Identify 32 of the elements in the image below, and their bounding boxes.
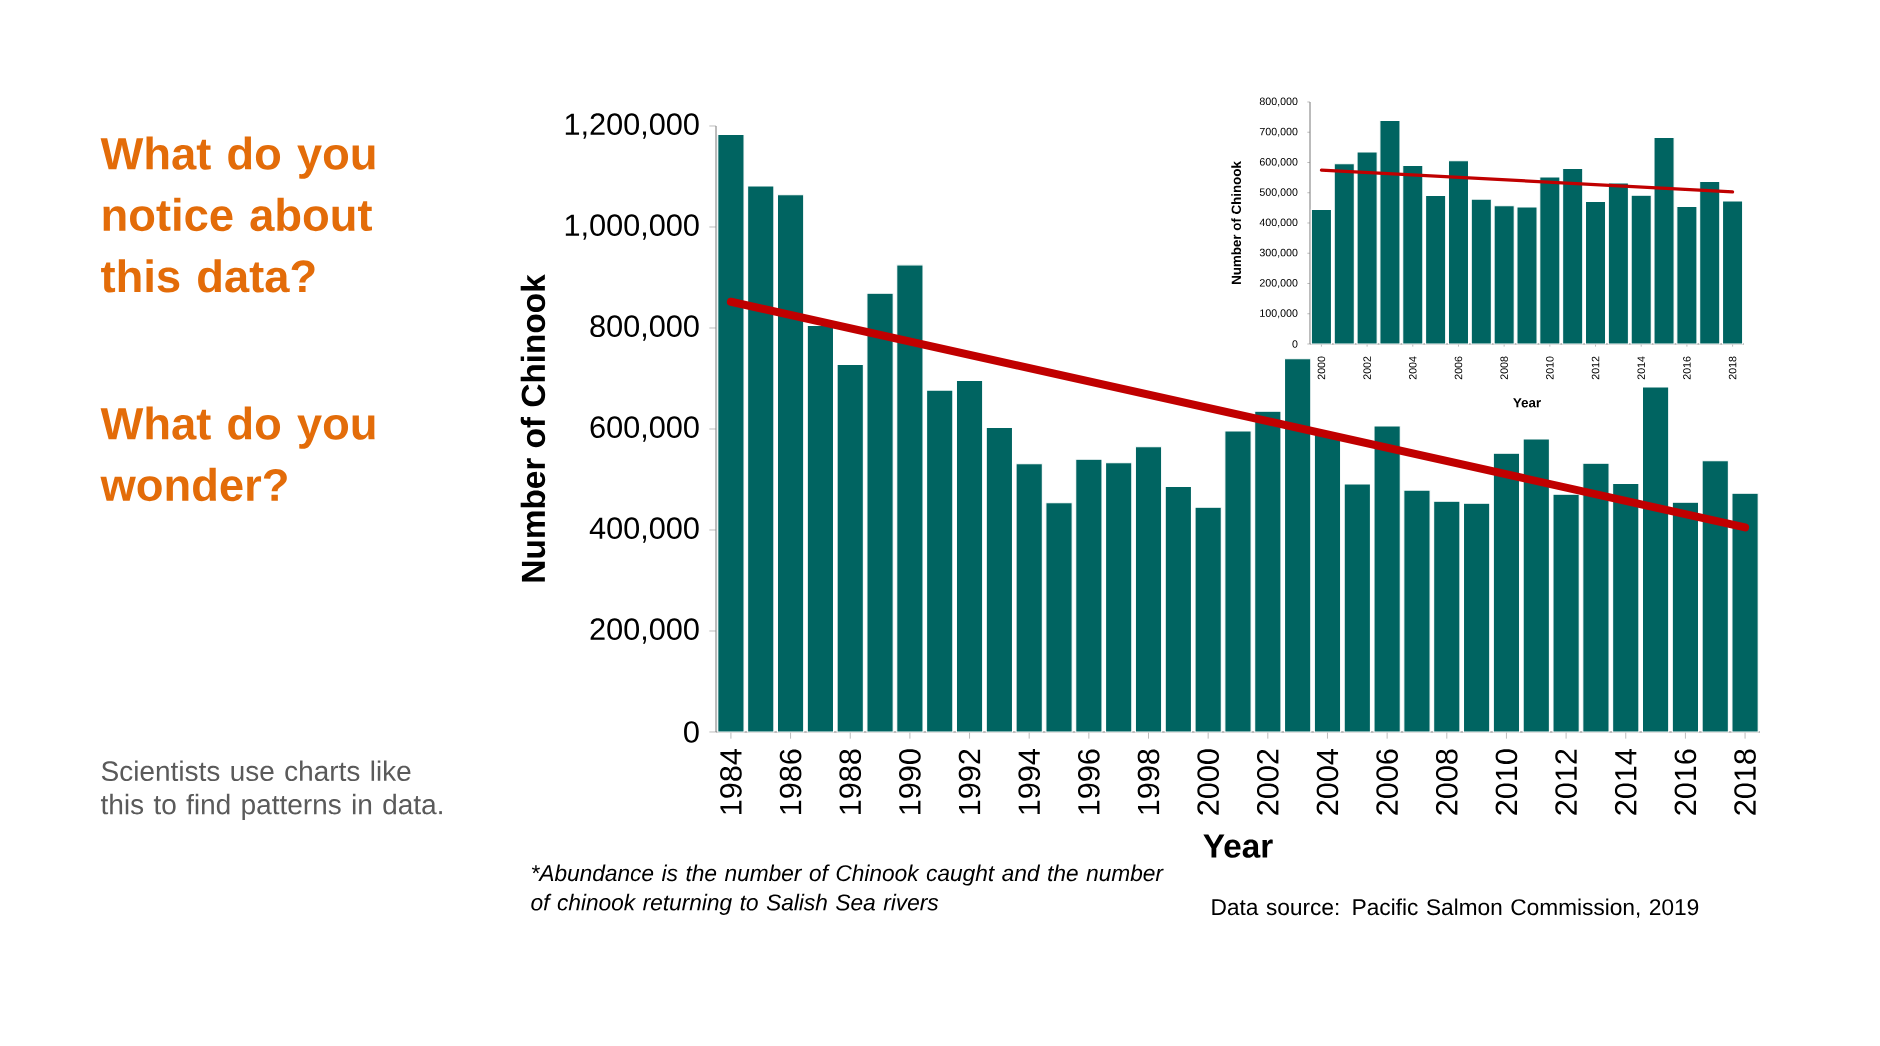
- x-tick-label: 2006: [1376, 749, 1398, 815]
- x-tick-label: 1998: [1137, 749, 1160, 814]
- x-tick-label: 1986: [779, 749, 802, 814]
- y-tick-label: 200,000: [590, 618, 699, 644]
- x-tick-label: 1994: [1018, 749, 1041, 814]
- x-tick-label: 2010: [1495, 749, 1518, 815]
- source-note: Data source: Pacific Salmon Commission, 2019: [1212, 898, 1699, 918]
- y-tick-label: 600,000: [590, 416, 699, 442]
- x-tick-label: 2004: [1316, 749, 1339, 815]
- x-tick-label: 2002: [1256, 749, 1279, 815]
- y-tick-label: 400,000: [589, 517, 699, 543]
- x-tick-label: 2012: [1555, 749, 1577, 815]
- x-tick-label: 1992: [958, 749, 981, 814]
- x-tick-label: 2000: [1197, 749, 1220, 815]
- x-tick-label: 1988: [839, 749, 862, 814]
- y-tick-label: 800,000: [590, 315, 699, 341]
- x-tick-label: 1990: [899, 749, 921, 814]
- y-tick-label: 0: [684, 721, 699, 743]
- y-tick-label: 1,200,000: [565, 113, 699, 139]
- text: Scientists use charts like this to find patterns in data.: [100, 760, 442, 820]
- x-tick-label: 1984: [720, 749, 742, 814]
- x-tick-label: 2008: [1435, 749, 1458, 815]
- x-tick-label: 2018: [1734, 749, 1756, 815]
- text: What do you notice about this data?: [100, 136, 375, 293]
- text: *Abundance is the number of Chinook caught and the number of chinook returning to Salish Sea rivers: [531, 864, 1164, 915]
- y-tick-label: 1,000,000: [565, 214, 699, 240]
- text: What do you wonder?: [100, 406, 375, 502]
- x-tick-label: 2014: [1614, 749, 1637, 815]
- y-axis-title: Number of Chinook: [520, 274, 546, 582]
- x-tick-label: 1996: [1078, 749, 1100, 814]
- x-tick-label: 2016: [1674, 749, 1697, 815]
- x-axis-title: Year: [1203, 834, 1273, 858]
